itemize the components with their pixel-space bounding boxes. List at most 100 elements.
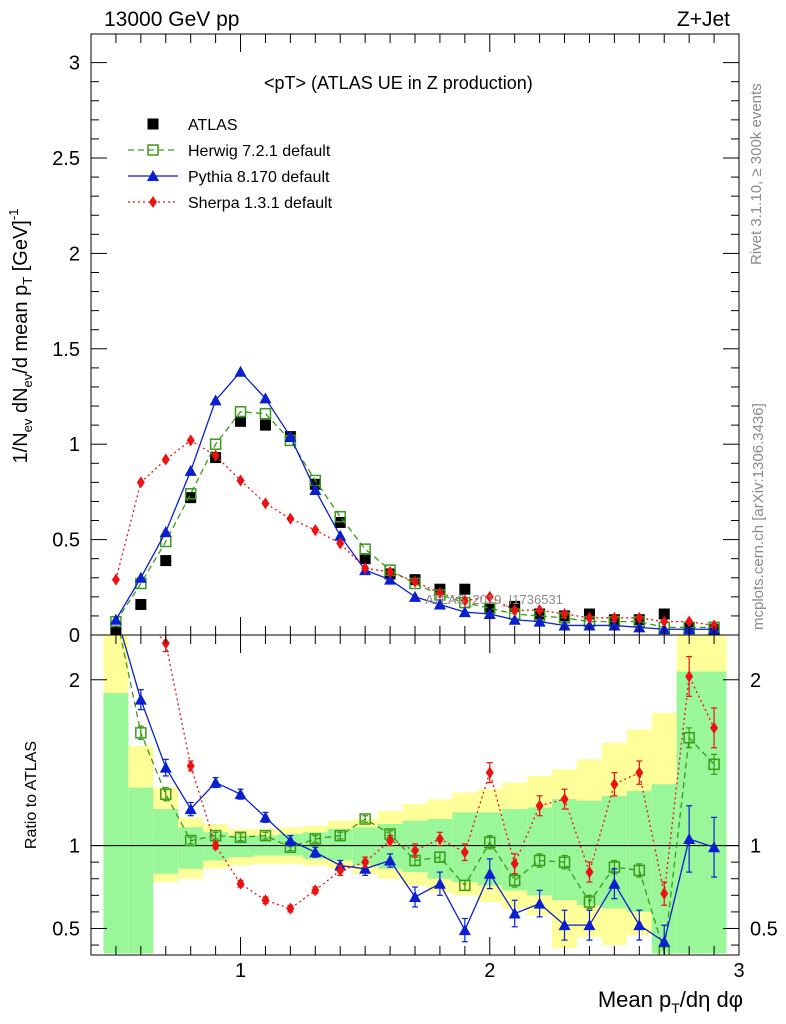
pythia-ratio-point [259, 811, 272, 823]
herwig-ratio-point [160, 788, 172, 800]
sherpa-point [460, 594, 469, 607]
pythia-point [433, 598, 446, 610]
legend-label-herwig: Herwig 7.2.1 default [188, 143, 331, 160]
sherpa-point [286, 512, 295, 525]
ratio-plot-axis: 0.5 0.5 1 1 2 2 1 2 3 [52, 635, 778, 982]
pythia-point [483, 608, 496, 620]
legend-marker-data [147, 118, 159, 130]
band-inner-bin [178, 827, 204, 869]
main-plot-marks [109, 365, 721, 637]
band-inner-bin [626, 790, 652, 912]
herwig-ratio-point [359, 813, 371, 825]
legend: ATLAS Herwig 7.2.1 default Pythia 8.170 de… [128, 117, 333, 212]
main-y-tick-label: 2.5 [52, 148, 80, 170]
herwig-ratio-point [558, 856, 571, 868]
pythia-point [334, 529, 347, 541]
pythia-ratio-point [209, 776, 222, 788]
pythia-point [583, 619, 596, 631]
legend-entry-data: ATLAS [147, 117, 238, 134]
band-inner-bin [103, 693, 129, 954]
sherpa-point [161, 453, 170, 466]
sherpa-ratio-point [411, 844, 419, 857]
pythia-line [115, 370, 715, 630]
legend-entry-sherpa: Sherpa 1.3.1 default [128, 195, 333, 212]
sherpa-ratio-point [660, 887, 669, 900]
sherpa-point [585, 611, 594, 624]
band-inner-bin [527, 807, 553, 896]
pythia-point [184, 464, 197, 476]
sherpa-ratio-point [610, 778, 619, 791]
herwig-point [184, 488, 197, 500]
subtitle-text: (ATLAS UE in Z production) [311, 73, 533, 93]
pythia-ratio-point [409, 890, 421, 902]
pythia-point [234, 365, 247, 377]
series-pythia [109, 365, 721, 635]
sherpa-point [660, 615, 669, 628]
herwig-ratio-point [459, 879, 471, 892]
sherpa-ratio-point [485, 766, 494, 779]
pythia-point [309, 483, 322, 495]
herwig-point [334, 510, 346, 523]
sherpa-point [560, 608, 569, 621]
pythia-point [284, 430, 297, 442]
ratio-y-tick-label-right: 2 [750, 670, 761, 692]
pythia-ratio-point [234, 788, 247, 800]
series-data [110, 415, 720, 637]
mcplots-reference-label: mcplots.cern.ch [arXiv:1306.3436] [750, 403, 767, 630]
sherpa-ratio-point [261, 894, 270, 907]
sherpa-point [236, 474, 245, 487]
title-text: <pT> [264, 73, 306, 93]
sherpa-ratio-point [286, 902, 295, 915]
data-point [259, 419, 271, 431]
pythia-ratio-point [433, 877, 446, 889]
sherpa-point [610, 611, 619, 624]
pythia-point [209, 394, 222, 406]
sherpa-ratio-point [336, 864, 345, 877]
main-y-tick-label: 3 [69, 53, 80, 75]
herwig-ratio-point [135, 727, 147, 739]
legend-label-pythia: Pythia 8.170 default [188, 169, 330, 186]
pythia-ratio-point [508, 907, 521, 919]
band-inner-bin [128, 787, 154, 954]
ratio-series-sherpa [157, 635, 719, 915]
data-point [459, 583, 471, 595]
herwig-point [234, 406, 247, 418]
pythia-ratio-point [633, 919, 646, 931]
herwig-ratio-point [583, 896, 596, 908]
main-plot-title: <pT> (ATLAS UE in Z production) [264, 73, 533, 93]
sherpa-point [435, 587, 444, 600]
sherpa-point [685, 615, 694, 628]
pythia-ratio-point [309, 846, 322, 858]
main-plot-axis: 0 0.5 1 1.5 2 2.5 3 [52, 34, 739, 647]
herwig-point [359, 543, 371, 555]
ratio-y-tick-label-right: 1 [750, 836, 761, 858]
pythia-point [458, 606, 471, 618]
data-point [359, 553, 371, 565]
energy-label: 13000 GeV pp [104, 8, 239, 31]
legend-marker-herwig [147, 144, 159, 156]
main-y-tick-label: 2 [69, 243, 80, 265]
legend-marker-pythia [147, 170, 159, 181]
ratio-plot-marks [91, 635, 739, 955]
sherpa-point [361, 562, 370, 575]
herwig-ratio-point [533, 854, 546, 867]
herwig-ratio-point [708, 758, 720, 771]
x-tick-label: 2 [484, 960, 495, 982]
sherpa-ratio-point [560, 793, 569, 806]
sherpa-point [136, 476, 145, 489]
band-inner-bin [228, 835, 253, 858]
herwig-point [209, 438, 222, 450]
herwig-ratio-point [633, 864, 646, 877]
pythia-ratio-point [558, 919, 571, 931]
pythia-ratio-point [159, 761, 172, 773]
sherpa-ratio-point [361, 856, 370, 869]
x-axis-label: Mean pT/dη dφ [598, 987, 743, 1016]
sherpa-ratio-point [236, 877, 245, 890]
pythia-ratio-point [184, 803, 197, 815]
herwig-ratio-point [484, 836, 496, 849]
sherpa-ratio-point [635, 766, 644, 779]
legend-marker-sherpa [149, 196, 157, 208]
data-point [185, 492, 197, 504]
pythia-point [409, 590, 421, 602]
